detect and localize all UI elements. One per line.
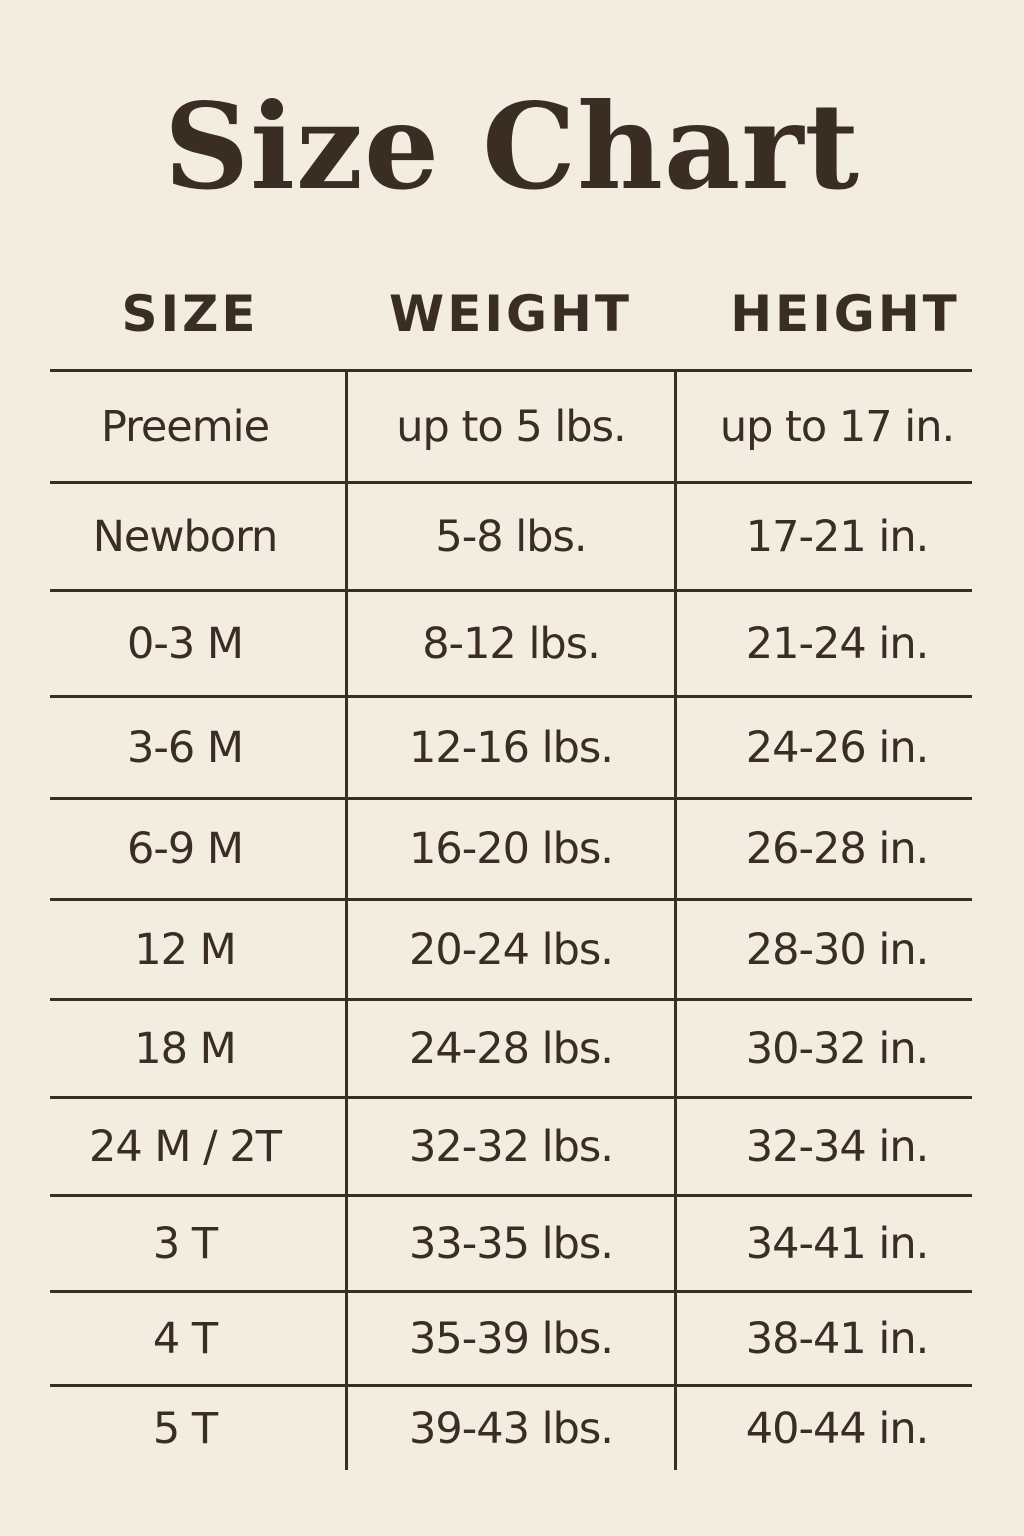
height-cell: 34-41 in. xyxy=(745,1218,929,1269)
row-divider xyxy=(50,797,972,800)
row-divider xyxy=(50,1096,972,1099)
height-cell: 24-26 in. xyxy=(745,722,929,773)
row-divider xyxy=(50,589,972,592)
weight-cell: 33-35 lbs. xyxy=(409,1218,614,1269)
row-divider xyxy=(50,998,972,1001)
weight-cell: 8-12 lbs. xyxy=(422,618,601,669)
height-cell: 28-30 in. xyxy=(745,924,929,975)
weight-cell: 24-28 lbs. xyxy=(409,1023,614,1074)
row-divider xyxy=(50,1290,972,1293)
weight-cell: 12-16 lbs. xyxy=(409,722,614,773)
size-cell: 24 M / 2T xyxy=(89,1121,282,1172)
size-cell: 18 M xyxy=(134,1023,236,1074)
row-divider xyxy=(50,1194,972,1197)
height-cell: 38-41 in. xyxy=(745,1313,929,1364)
weight-cell: 32-32 lbs. xyxy=(409,1121,614,1172)
weight-cell: 35-39 lbs. xyxy=(409,1313,614,1364)
weight-cell: 20-24 lbs. xyxy=(409,924,614,975)
size-cell: 3-6 M xyxy=(126,722,244,773)
column-header-height: HEIGHT xyxy=(730,285,960,343)
height-cell: 40-44 in. xyxy=(745,1403,929,1454)
row-divider xyxy=(50,898,972,901)
column-header-size: SIZE xyxy=(121,285,259,343)
height-cell: 26-28 in. xyxy=(745,824,929,874)
height-cell: 17-21 in. xyxy=(745,511,929,562)
height-cell: 32-34 in. xyxy=(745,1121,929,1172)
weight-cell: up to 5 lbs. xyxy=(396,401,626,452)
size-cell: Newborn xyxy=(92,511,279,562)
size-cell: Preemie xyxy=(100,401,270,452)
size-cell: 4 T xyxy=(152,1313,218,1364)
size-cell: 12 M xyxy=(134,924,236,975)
column-divider xyxy=(674,369,677,1470)
size-cell: 0-3 M xyxy=(126,618,244,669)
weight-cell: 39-43 lbs. xyxy=(409,1403,614,1454)
size-cell: 5 T xyxy=(152,1403,218,1454)
column-header-weight: WEIGHT xyxy=(389,285,632,343)
column-divider xyxy=(345,369,348,1470)
height-cell: 21-24 in. xyxy=(745,618,929,669)
weight-cell: 16-20 lbs. xyxy=(409,824,614,874)
size-cell: 3 T xyxy=(152,1218,218,1269)
row-divider xyxy=(50,1384,972,1387)
row-divider xyxy=(50,369,972,372)
row-divider xyxy=(50,481,972,484)
weight-cell: 5-8 lbs. xyxy=(435,511,587,562)
height-cell: 30-32 in. xyxy=(745,1023,929,1074)
height-cell: up to 17 in. xyxy=(719,401,955,452)
page-title: Size Chart xyxy=(163,77,861,216)
row-divider xyxy=(50,695,972,698)
size-cell: 6-9 M xyxy=(126,824,244,874)
